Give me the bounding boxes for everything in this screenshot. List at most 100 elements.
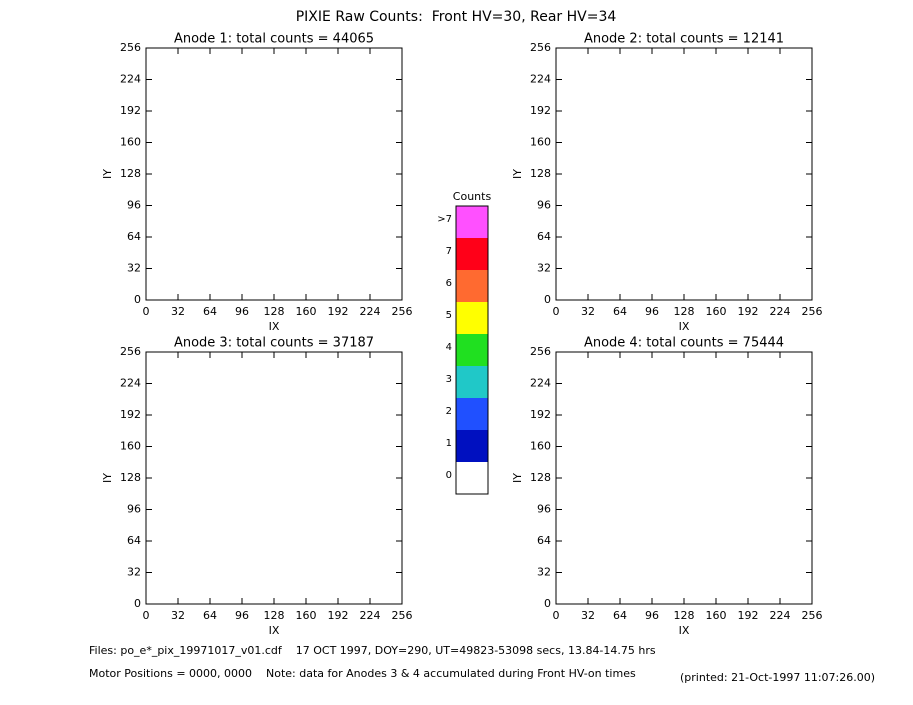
colorbar-swatch: [456, 238, 488, 270]
x-tick-label: 224: [770, 305, 791, 318]
y-tick-label: 0: [544, 597, 551, 610]
x-tick-label: 128: [674, 305, 695, 318]
y-tick-label: 192: [120, 104, 141, 117]
x-tick-label: 96: [645, 609, 659, 622]
x-tick-label: 96: [235, 609, 249, 622]
x-tick-label: 96: [645, 305, 659, 318]
y-tick-label: 96: [127, 503, 141, 516]
x-tick-label: 32: [581, 305, 595, 318]
colorbar-label: >7: [437, 214, 452, 225]
y-tick-label: 32: [127, 262, 141, 275]
colorbar-swatch: [456, 270, 488, 302]
x-tick-label: 160: [296, 305, 317, 318]
y-tick-label: 128: [120, 167, 141, 180]
y-tick-label: 224: [120, 377, 141, 390]
x-tick-label: 96: [235, 305, 249, 318]
y-tick-label: 128: [530, 167, 551, 180]
x-tick-label: 160: [706, 609, 727, 622]
x-axis-label: IX: [679, 320, 690, 333]
x-tick-label: 64: [203, 305, 217, 318]
x-tick-label: 192: [328, 305, 349, 318]
colorbar-swatch: [456, 430, 488, 462]
x-tick-label: 32: [171, 305, 185, 318]
y-tick-label: 160: [530, 136, 551, 149]
colorbar-frame: [455, 205, 489, 495]
colorbar-label: 5: [446, 310, 452, 321]
y-tick-label: 256: [120, 41, 141, 54]
colorbar-swatch: [456, 462, 488, 494]
colorbar-label: 4: [446, 342, 452, 353]
footer-files: Files: po_e*_pix_19971017_v01.cdf 17 OCT…: [89, 644, 656, 657]
x-tick-label: 160: [296, 609, 317, 622]
x-tick-label: 64: [203, 609, 217, 622]
colorbar-label: 2: [446, 406, 452, 417]
y-tick-label: 64: [127, 534, 141, 547]
colorbar-label: 1: [446, 438, 452, 449]
y-axis-label: IY: [101, 169, 114, 179]
y-tick-label: 160: [530, 440, 551, 453]
y-tick-label: 128: [120, 471, 141, 484]
footer-motor: Motor Positions = 0000, 0000 Note: data …: [89, 667, 636, 680]
y-tick-label: 224: [120, 73, 141, 86]
y-tick-label: 256: [530, 41, 551, 54]
figure-title: PIXIE Raw Counts: Front HV=30, Rear HV=3…: [296, 9, 617, 25]
y-tick-label: 192: [120, 408, 141, 421]
x-tick-label: 224: [360, 609, 381, 622]
panel-title: Anode 4: total counts = 75444: [584, 336, 784, 351]
colorbar-swatch: [456, 398, 488, 430]
x-axis-label: IX: [269, 624, 280, 637]
x-axis-label: IX: [679, 624, 690, 637]
y-tick-label: 160: [120, 136, 141, 149]
plot-frame: [555, 47, 813, 301]
x-tick-label: 32: [581, 609, 595, 622]
y-tick-label: 64: [537, 230, 551, 243]
x-axis-label: IX: [269, 320, 280, 333]
plot-frame: [145, 351, 403, 605]
x-tick-label: 0: [143, 305, 150, 318]
y-tick-label: 64: [127, 230, 141, 243]
colorbar-label: 6: [446, 278, 452, 289]
x-tick-label: 192: [738, 305, 759, 318]
y-tick-label: 0: [544, 293, 551, 306]
x-tick-label: 128: [674, 609, 695, 622]
x-tick-label: 256: [802, 305, 823, 318]
y-tick-label: 96: [127, 199, 141, 212]
y-tick-label: 160: [120, 440, 141, 453]
y-tick-label: 224: [530, 377, 551, 390]
colorbar-swatch: [456, 302, 488, 334]
plot-frame: [555, 351, 813, 605]
y-tick-label: 64: [537, 534, 551, 547]
x-tick-label: 192: [328, 609, 349, 622]
y-tick-label: 96: [537, 503, 551, 516]
x-tick-label: 128: [264, 305, 285, 318]
panel-title: Anode 3: total counts = 37187: [174, 336, 374, 351]
x-tick-label: 64: [613, 305, 627, 318]
x-tick-label: 0: [143, 609, 150, 622]
plot-frame: [145, 47, 403, 301]
colorbar-label: 0: [446, 470, 452, 481]
y-tick-label: 192: [530, 104, 551, 117]
x-tick-label: 256: [392, 305, 413, 318]
footer-printed: (printed: 21-Oct-1997 11:07:26.00): [680, 671, 875, 684]
colorbar-label: 7: [446, 246, 452, 257]
y-axis-label: IY: [101, 473, 114, 483]
y-tick-label: 32: [127, 566, 141, 579]
x-tick-label: 256: [802, 609, 823, 622]
x-tick-label: 64: [613, 609, 627, 622]
x-tick-label: 128: [264, 609, 285, 622]
x-tick-label: 0: [553, 609, 560, 622]
y-axis-label: IY: [511, 169, 524, 179]
x-tick-label: 192: [738, 609, 759, 622]
y-axis-label: IY: [511, 473, 524, 483]
x-tick-label: 32: [171, 609, 185, 622]
y-tick-label: 256: [530, 345, 551, 358]
x-tick-label: 256: [392, 609, 413, 622]
panel-title: Anode 1: total counts = 44065: [174, 32, 374, 47]
x-tick-label: 224: [770, 609, 791, 622]
y-tick-label: 0: [134, 597, 141, 610]
colorbar-label: 3: [446, 374, 452, 385]
colorbar-swatch: [456, 366, 488, 398]
y-tick-label: 32: [537, 262, 551, 275]
